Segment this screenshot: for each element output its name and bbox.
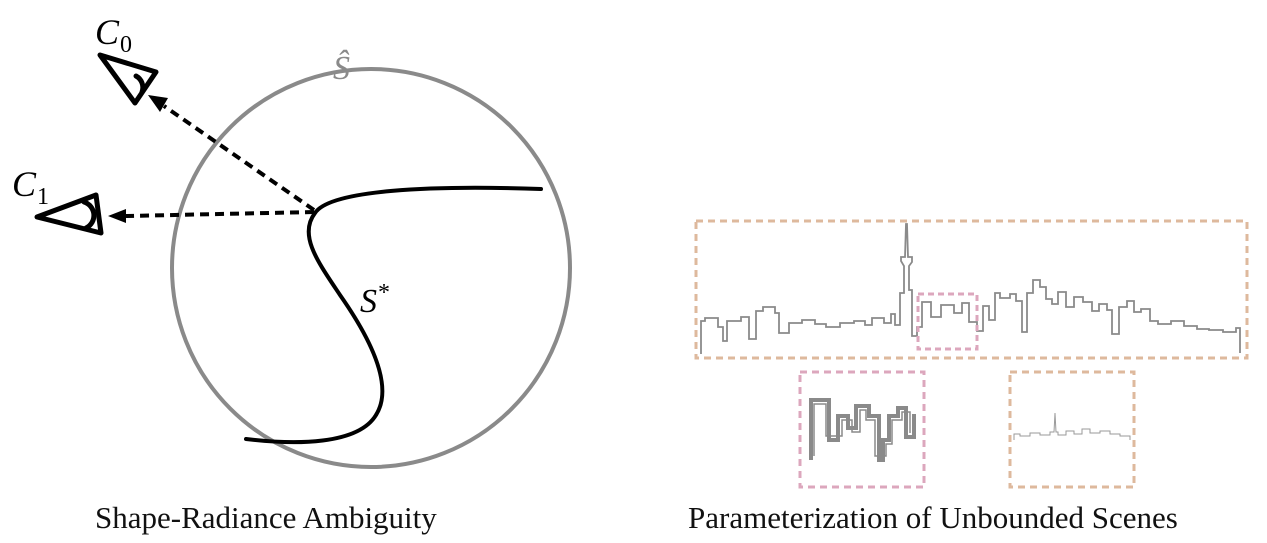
near-detail-skyline [809,398,916,462]
city-skyline [700,223,1241,354]
ray-0-arrowhead [148,95,168,112]
camera-0-label: C0 [95,12,132,58]
outer-surface-label: Ŝ [333,49,350,87]
full-scene-box [694,219,1249,360]
far-overview-skyline [1013,412,1131,440]
true-surface-curve [244,185,543,445]
camera-1-label: C1 [12,164,49,210]
camera-0-icon [97,52,159,106]
true-surface-label: S* [360,280,390,320]
ray-to-camera-0 [162,104,316,212]
unbounded-scenes-panel [694,219,1249,489]
far-overview-box [1008,370,1136,489]
camera-1-icon [34,192,104,236]
bounding-sphere [170,67,572,469]
zoom-region-box [916,292,979,351]
shape-radiance-caption: Shape-Radiance Ambiguity [95,500,437,535]
ray-1-arrowhead [108,209,126,223]
shape-radiance-panel: C0 C1 Ŝ S* [12,12,572,469]
near-detail-box [798,370,926,489]
ray-to-camera-1 [125,210,315,218]
near-detail-skyline-echo [813,403,911,457]
unbounded-scenes-caption: Parameterization of Unbounded Scenes [688,500,1178,535]
